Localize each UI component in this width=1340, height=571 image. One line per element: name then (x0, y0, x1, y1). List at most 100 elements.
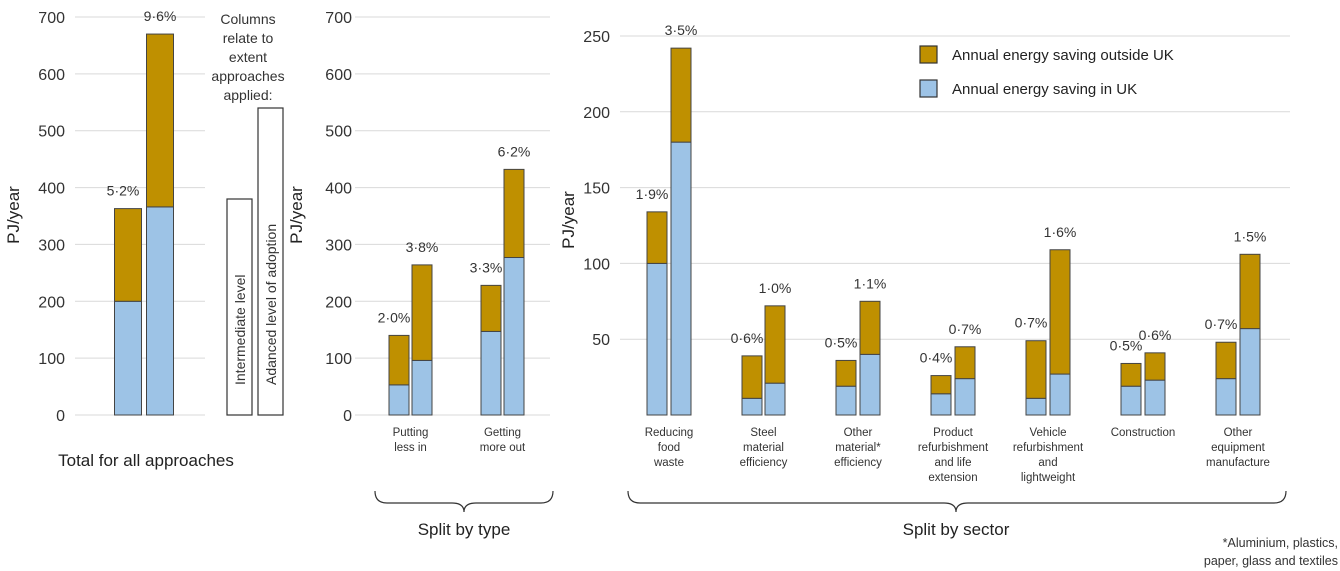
y-tick-label: 500 (325, 124, 352, 141)
y-axis-title: PJ/year (4, 186, 23, 244)
y-tick-label: 200 (38, 294, 65, 311)
percent-label: 0·6% (731, 330, 764, 346)
percent-label: 0·4% (920, 350, 953, 366)
panel-split-by-type: PJ/year 0 100 200 300 400 500 600 700 2·0% 3·8% 3… (287, 10, 554, 539)
bar-outside-uk (114, 208, 142, 302)
bar-in-uk (930, 393, 952, 416)
bar-outside-uk (480, 284, 502, 332)
category-label: Product refurbishment and life extension (918, 427, 989, 484)
advanced-level-label: Adanced level of adoption (263, 224, 279, 385)
percent-label: 3·5% (665, 22, 698, 38)
category-label-line: extension (928, 472, 977, 484)
bar-outside-uk (388, 334, 410, 386)
columns-note-line-3: extent (229, 49, 267, 65)
category-label-line: and (1038, 457, 1057, 469)
bar-outside-uk (146, 33, 174, 208)
category-label-line: refurbishment (1013, 442, 1084, 454)
legend-label-outside-uk: Annual energy saving outside UK (952, 47, 1174, 64)
y-tick-label: 150 (583, 181, 610, 198)
y-tick-label: 200 (325, 294, 352, 311)
bar-in-uk (503, 257, 525, 416)
bar-in-uk (764, 382, 786, 416)
bar-outside-uk (835, 359, 857, 387)
bar-in-uk (741, 397, 763, 416)
bar-outside-uk (741, 355, 763, 399)
intermediate-level-label: Intermediate level (232, 274, 248, 385)
category-label-line: less in (394, 442, 427, 454)
y-tick-label: 100 (583, 256, 610, 273)
percent-label: 1·9% (636, 186, 669, 202)
category-label-line: Other (844, 427, 873, 439)
category-label-line: waste (653, 457, 684, 469)
percent-label: 0·5% (1110, 337, 1143, 353)
y-tick-label: 100 (325, 351, 352, 368)
legend-label-in-uk: Annual energy saving in UK (952, 81, 1137, 98)
percent-label: 9·6% (144, 8, 177, 24)
bar-in-uk (1144, 379, 1166, 416)
category-label-line: more out (480, 442, 526, 454)
y-tick-label: 100 (38, 351, 65, 368)
y-tick-label: 300 (38, 237, 65, 254)
panel-split-by-sector: PJ/year 50 100 150 200 250 1·9% 3·5% 0·6% 1·0% 0… (559, 22, 1338, 568)
bar-in-uk (480, 330, 502, 416)
columns-note-line-2: relate to (223, 30, 274, 46)
panel-title-type: Split by type (418, 520, 511, 539)
panel-title-total: Total for all approaches (58, 451, 234, 470)
category-label-line: lightweight (1021, 472, 1076, 484)
intermediate-level-box (226, 198, 253, 416)
bar-in-uk (411, 359, 433, 416)
y-tick-label: 400 (38, 181, 65, 198)
y-tick-label: 50 (592, 332, 610, 349)
category-label-line: Vehicle (1029, 427, 1066, 439)
bar-outside-uk (503, 168, 525, 259)
percent-label: 2·0% (378, 309, 411, 325)
advanced-level-box (257, 107, 284, 416)
category-label: Putting less in (393, 427, 429, 454)
bar-outside-uk (411, 264, 433, 361)
category-label-line: material* (835, 442, 881, 454)
bar-in-uk (835, 385, 857, 416)
category-label-line: food (658, 442, 680, 454)
y-tick-label: 400 (325, 181, 352, 198)
percent-label: 5·2% (107, 183, 140, 199)
y-tick-label: 700 (325, 10, 352, 27)
columns-note-line-5: applied: (223, 87, 272, 103)
category-label-line: material (743, 442, 784, 454)
category-label: Other equipment manufacture (1206, 427, 1270, 469)
percent-label: 1·1% (854, 275, 887, 291)
y-tick-label: 700 (38, 10, 65, 27)
category-label-line: efficiency (834, 457, 882, 469)
bar-outside-uk (646, 211, 668, 264)
bar-in-uk (1049, 373, 1071, 416)
bar-outside-uk (1049, 249, 1071, 375)
percent-label: 0·5% (825, 334, 858, 350)
columns-note-line-4: approaches (211, 68, 284, 84)
category-label: Other material* efficiency (834, 427, 882, 469)
y-tick-label: 500 (38, 124, 65, 141)
sector-brace (627, 490, 1287, 513)
bar-in-uk (859, 353, 881, 416)
percent-label: 3·8% (406, 239, 439, 255)
bar-in-uk (954, 378, 976, 416)
category-label-line: Reducing (645, 427, 694, 439)
y-tick-label: 0 (56, 408, 65, 425)
bar-outside-uk (859, 300, 881, 355)
type-brace (374, 490, 554, 513)
category-label-line: Product (933, 427, 973, 439)
panel-title-sector: Split by sector (903, 520, 1010, 539)
category-label-line: manufacture (1206, 457, 1270, 469)
percent-label: 0·7% (949, 321, 982, 337)
bar-in-uk (114, 300, 142, 416)
bar-outside-uk (670, 47, 692, 143)
y-tick-label: 250 (583, 29, 610, 46)
y-tick-label: 300 (325, 237, 352, 254)
category-label: Getting more out (480, 427, 526, 454)
percent-label: 1·0% (759, 280, 792, 296)
category-label-line: Getting (484, 427, 521, 439)
columns-note-line-1: Columns (220, 11, 275, 27)
y-tick-label: 0 (343, 408, 352, 425)
percent-label: 1·6% (1044, 224, 1077, 240)
category-label: Steel material efficiency (740, 427, 788, 469)
